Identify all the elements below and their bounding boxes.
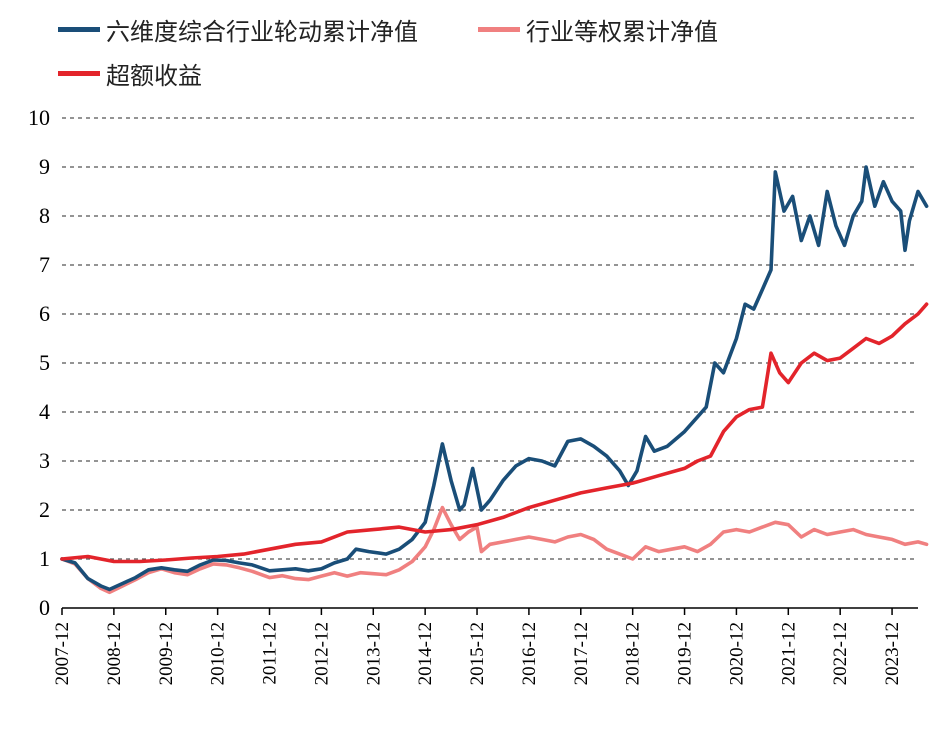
x-tick-label: 2014-12 bbox=[415, 622, 436, 685]
x-tick-label: 2020-12 bbox=[726, 622, 747, 685]
x-tick-label: 2017-12 bbox=[571, 622, 592, 685]
y-tick-label: 0 bbox=[39, 595, 50, 620]
x-tick-label: 2022-12 bbox=[830, 622, 851, 685]
x-tick-label: 2018-12 bbox=[623, 622, 644, 685]
y-tick-label: 8 bbox=[39, 203, 50, 228]
y-axis-ticks: 0 1 2 3 4 5 6 7 8 9 10 bbox=[28, 105, 50, 620]
x-tick-label: 2008-12 bbox=[104, 622, 125, 685]
x-tick-label: 2015-12 bbox=[467, 622, 488, 685]
series-line-excess bbox=[60, 302, 929, 564]
y-tick-label: 3 bbox=[39, 448, 50, 473]
legend-label-excess: 超额收益 bbox=[106, 62, 202, 90]
legend-label-rotation: 六维度综合行业轮动累计净值 bbox=[106, 18, 418, 46]
legend-item-excess: 超额收益 bbox=[58, 56, 202, 91]
x-tick-label: 2023-12 bbox=[882, 622, 903, 685]
x-axis: 2007-12 2008-12 2009-12 2010-12 2011-12 2012-… bbox=[52, 607, 918, 685]
y-tick-label: 2 bbox=[39, 497, 50, 522]
x-tick-label: 2019-12 bbox=[675, 622, 696, 685]
x-tick-label: 2016-12 bbox=[519, 622, 540, 685]
y-tick-label: 10 bbox=[28, 105, 50, 130]
y-tick-label: 7 bbox=[39, 252, 50, 277]
legend-swatch-excess bbox=[58, 71, 100, 76]
y-tick-label: 6 bbox=[39, 301, 50, 326]
legend-item-rotation: 六维度综合行业轮动累计净值 bbox=[58, 12, 418, 47]
series-lines bbox=[60, 165, 929, 595]
x-tick-label: 2009-12 bbox=[156, 622, 177, 685]
x-tick-label: 2010-12 bbox=[208, 622, 229, 685]
x-tick-label: 2011-12 bbox=[260, 622, 281, 685]
x-tick-label: 2013-12 bbox=[363, 622, 384, 685]
legend-swatch-equal-weight bbox=[478, 27, 520, 32]
legend-item-equal-weight: 行业等权累计净值 bbox=[478, 12, 718, 47]
y-tick-label: 1 bbox=[39, 546, 50, 571]
x-tick-label: 2021-12 bbox=[778, 622, 799, 685]
grid-lines bbox=[62, 117, 918, 560]
x-tick-label: 2012-12 bbox=[311, 622, 332, 685]
y-tick-label: 5 bbox=[39, 350, 50, 375]
legend-label-equal-weight: 行业等权累计净值 bbox=[526, 18, 718, 46]
series-line-rotation bbox=[60, 165, 929, 592]
series-line-equal-weight bbox=[60, 505, 929, 595]
x-tick-label: 2007-12 bbox=[52, 622, 73, 685]
y-tick-label: 4 bbox=[39, 399, 50, 424]
legend-swatch-rotation bbox=[58, 27, 100, 32]
y-tick-label: 9 bbox=[39, 154, 50, 179]
